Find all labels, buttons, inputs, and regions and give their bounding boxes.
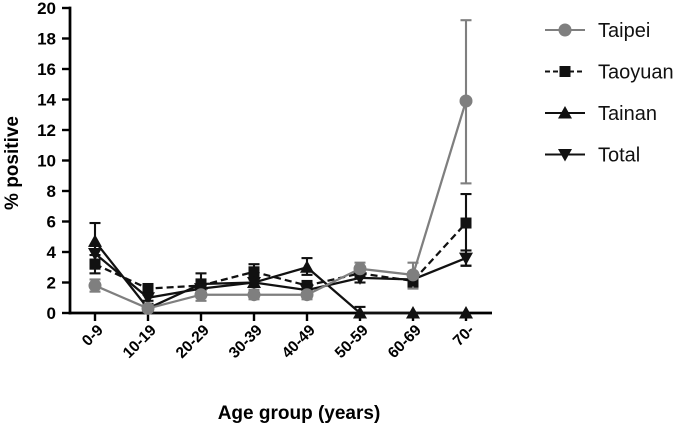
x-tick-label: 60-69 bbox=[385, 322, 425, 362]
legend-label-taoyuan: Taoyuan bbox=[598, 62, 674, 84]
x-tick-label: 70- bbox=[450, 322, 478, 350]
data-point-taipei-0-9 bbox=[88, 279, 102, 293]
x-tick-label: 40-49 bbox=[279, 322, 319, 362]
y-tick-label: 2 bbox=[47, 274, 56, 293]
y-tick-label: 12 bbox=[37, 121, 56, 140]
data-point-taoyuan-10-19 bbox=[142, 283, 154, 295]
legend-marker-taipei-icon bbox=[558, 23, 572, 37]
y-tick-label: 6 bbox=[47, 213, 56, 232]
y-tick-label: 18 bbox=[37, 30, 56, 49]
data-point-taoyuan-30-39 bbox=[248, 266, 260, 278]
legend-item-tainan: Tainan bbox=[545, 103, 657, 125]
series-line-total bbox=[94, 252, 467, 299]
data-point-tainan-50-59 bbox=[353, 306, 367, 319]
legend-item-taoyuan: Taoyuan bbox=[545, 62, 674, 84]
series-line-tainan bbox=[94, 240, 466, 315]
legend-label-tainan: Tainan bbox=[598, 103, 657, 125]
y-tick-label: 8 bbox=[47, 182, 56, 201]
legend-marker-total-icon bbox=[558, 149, 572, 162]
axes-layer: 0 2 4 6 8 10 12 14 16 18 20 0-9 10-19 20-29 30-39 40-49… bbox=[37, 0, 492, 362]
y-tick-label: 20 bbox=[37, 0, 56, 18]
legend-label-total: Total bbox=[598, 145, 640, 167]
data-point-tainan-0-9 bbox=[88, 234, 102, 247]
legend-marker-tainan-icon bbox=[558, 106, 572, 119]
legend: Taipei Taoyuan Tainan Total bbox=[545, 20, 674, 167]
legend-item-total: Total bbox=[545, 145, 640, 167]
y-tick-label: 16 bbox=[37, 60, 56, 79]
y-tick-label: 10 bbox=[37, 152, 56, 171]
x-axis-title: Age group (years) bbox=[218, 403, 381, 424]
y-tick-label: 4 bbox=[47, 243, 57, 262]
data-point-taipei-10-19 bbox=[141, 301, 155, 315]
data-point-taipei-40-49 bbox=[300, 288, 314, 302]
data-point-total-70- bbox=[459, 252, 473, 266]
data-point-tainan-60-69 bbox=[406, 306, 420, 319]
data-point-taipei-30-39 bbox=[247, 288, 261, 302]
y-tick-label: 14 bbox=[37, 91, 56, 110]
data-point-taipei-60-69 bbox=[406, 268, 420, 282]
data-point-tainan-40-49 bbox=[300, 260, 314, 273]
data-point-taipei-70- bbox=[459, 94, 473, 108]
series-layer bbox=[88, 94, 473, 319]
y-axis-title: % positive bbox=[2, 116, 23, 210]
x-tick-label: 0-9 bbox=[79, 322, 107, 350]
x-tick-label: 20-29 bbox=[173, 322, 213, 362]
series-line-taipei bbox=[94, 100, 468, 310]
x-tick-label: 50-59 bbox=[332, 322, 372, 362]
legend-item-taipei: Taipei bbox=[545, 20, 650, 42]
data-point-taipei-20-29 bbox=[194, 288, 208, 302]
data-point-total-50-59 bbox=[353, 272, 367, 285]
data-point-tainan-70- bbox=[459, 306, 473, 319]
legend-label-taipei: Taipei bbox=[598, 20, 650, 42]
data-point-total-0-9 bbox=[88, 248, 102, 261]
x-tick-label: 10-19 bbox=[120, 322, 160, 362]
data-point-taoyuan-0-9 bbox=[89, 258, 101, 270]
data-point-total-10-19 bbox=[141, 292, 155, 305]
data-point-taipei-50-59 bbox=[353, 262, 367, 276]
x-tick-label: 30-39 bbox=[226, 322, 266, 362]
data-point-total-30-39 bbox=[247, 277, 261, 290]
y-tick-label: 0 bbox=[47, 304, 56, 323]
legend-marker-taoyuan-icon bbox=[559, 66, 571, 77]
data-point-taoyuan-70- bbox=[460, 217, 472, 229]
